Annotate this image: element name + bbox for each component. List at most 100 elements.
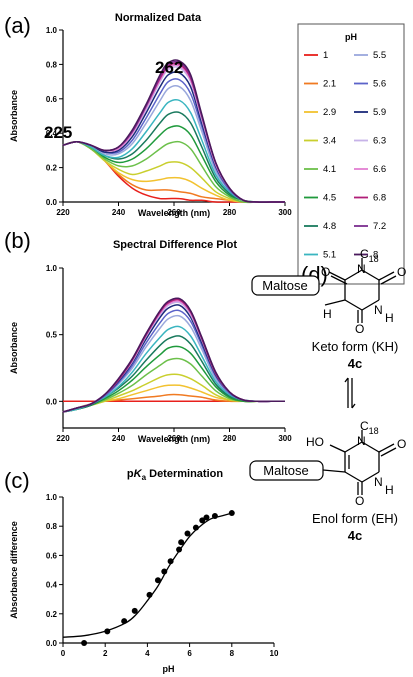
chart-b-x-tick-label: 240 bbox=[112, 434, 126, 443]
chart-a-series-ph-5-6 bbox=[62, 78, 285, 203]
chart-c-x-tick-label: 0 bbox=[61, 649, 66, 658]
chart-b-x-tick-label: 300 bbox=[278, 434, 292, 443]
chart-b-x-axis-label: Wavelength (nm) bbox=[138, 434, 210, 444]
chart-c-y-tick-label: 0.8 bbox=[46, 522, 58, 531]
legend-label: 4.1 bbox=[323, 164, 336, 175]
legend-label: 7.2 bbox=[373, 221, 386, 232]
legend-title: pH bbox=[345, 32, 357, 42]
chart-c-point bbox=[203, 514, 210, 521]
legend-label: 2.1 bbox=[323, 79, 336, 90]
legend: pH 1 2.1 2.9 3.4 4.1 4.5 4.8 5.1 5.5 5.6 5.9 6.3 6.6… bbox=[297, 23, 405, 285]
chart-c-x-tick-label: 8 bbox=[230, 649, 235, 658]
chart-a-x-tick-label: 300 bbox=[278, 208, 292, 217]
legend-label: 5.9 bbox=[373, 107, 386, 118]
legend-label: 1 bbox=[323, 50, 328, 61]
peak-label-225: 225 bbox=[44, 123, 72, 142]
keto-h-n: H bbox=[385, 311, 394, 325]
keto-o2: O bbox=[397, 265, 406, 279]
chart-c-x-tick-label: 4 bbox=[145, 649, 150, 658]
enol-structure bbox=[322, 430, 397, 495]
chart-a-y-tick-label: 0.6 bbox=[46, 95, 58, 104]
enol-maltose-box bbox=[249, 460, 324, 481]
chart-a-x-tick-label: 240 bbox=[112, 208, 126, 217]
chart-c-point bbox=[121, 618, 128, 625]
enol-o3: O bbox=[355, 494, 364, 508]
chart-a-y-tick-label: 0.8 bbox=[46, 60, 58, 69]
keto-maltose: Maltose bbox=[262, 278, 308, 293]
chart-c-point bbox=[146, 591, 153, 598]
keto-structure bbox=[324, 258, 397, 323]
legend-label: 5.6 bbox=[373, 79, 386, 90]
chart-c-point bbox=[178, 539, 185, 546]
chart-a-series-ph-4-1 bbox=[62, 140, 285, 204]
enol-caption: Enol form (EH) bbox=[312, 511, 398, 526]
enol-n3: N bbox=[374, 475, 383, 489]
chart-b: 220 240 260 280 300 0.0 0.5 1.0 Wavelength (nm) A… bbox=[9, 264, 292, 444]
chart-a-series-ph-5-9 bbox=[62, 71, 285, 203]
chart-a-series-ph-7-2 bbox=[62, 61, 285, 203]
chart-a-x-axis-label: Wavelength (nm) bbox=[138, 208, 210, 218]
chart-c-point bbox=[154, 577, 161, 584]
chart-b-series-ph-6-6 bbox=[62, 300, 285, 413]
chart-a-series-ph-8 bbox=[62, 59, 285, 203]
chart-a-title: Normalized Data bbox=[115, 12, 202, 24]
chart-c: 0 2 4 6 8 10 0.0 0.2 0.4 0.6 0.8 1.0 pH Absorbance di… bbox=[9, 493, 279, 674]
chart-a-y-tick-label: 1.0 bbox=[46, 26, 58, 35]
chart-c-point bbox=[211, 512, 218, 519]
peak-label-262: 262 bbox=[155, 58, 183, 77]
legend-label: 8 bbox=[373, 250, 378, 261]
chart-a-y-tick-label: 0.2 bbox=[46, 164, 58, 173]
legend-label: 4.5 bbox=[323, 193, 336, 204]
chart-a-series-ph-6-3 bbox=[62, 66, 285, 203]
legend-label: 6.3 bbox=[373, 136, 386, 147]
chart-b-series-ph-5-5 bbox=[62, 314, 285, 413]
chart-b-series-ph-3-4 bbox=[62, 373, 285, 413]
chart-c-point bbox=[192, 524, 199, 531]
chart-b-y-axis-label: Absorbance bbox=[9, 322, 19, 374]
legend-label: 5.5 bbox=[373, 50, 386, 61]
chart-c-point bbox=[199, 517, 206, 524]
chart-a-series-ph-5-5 bbox=[62, 85, 285, 203]
chart-c-x-axis-label: pH bbox=[163, 664, 175, 674]
chart-c-y-axis-label: Absorbance difference bbox=[9, 521, 19, 619]
chart-a-y-tick-label: 0.0 bbox=[46, 198, 58, 207]
chart-c-point bbox=[131, 607, 138, 614]
legend-items: 1 2.1 2.9 3.4 4.1 4.5 4.8 5.1 5.5 5.6 5.9 6.3 6.6 6.8… bbox=[304, 50, 386, 261]
panel-label-a: (a) bbox=[4, 13, 31, 38]
chart-c-x-tick-label: 6 bbox=[187, 649, 192, 658]
legend-label: 2.9 bbox=[323, 107, 336, 118]
chart-c-y-tick-label: 1.0 bbox=[46, 493, 58, 502]
chart-c-point bbox=[176, 546, 183, 553]
chart-b-series-ph-5-1 bbox=[62, 325, 285, 413]
keto-maltose-box bbox=[251, 275, 320, 296]
chart-c-y-tick-label: 0.6 bbox=[46, 551, 58, 560]
keto-substituent: C18 bbox=[360, 247, 379, 264]
chart-a-series-ph-6-8 bbox=[62, 62, 285, 203]
chart-c-x-tick-label: 10 bbox=[270, 649, 279, 658]
chart-c-title: pKa Determination bbox=[127, 468, 223, 482]
enol-o2: O bbox=[397, 437, 406, 451]
chart-a-y-axis-label: Absorbance bbox=[9, 90, 19, 142]
legend-label: 6.6 bbox=[373, 164, 386, 175]
chart-a-x-tick-label: 280 bbox=[223, 208, 237, 217]
chart-c-y-tick-label: 0.2 bbox=[46, 610, 58, 619]
chart-c-point bbox=[167, 558, 174, 565]
chart-c-y-tick-label: 0.4 bbox=[46, 581, 58, 590]
chart-c-x-tick-label: 2 bbox=[103, 649, 108, 658]
chart-a-series-ph-5-1 bbox=[62, 99, 285, 203]
keto-o3: O bbox=[355, 322, 364, 336]
enol-h-n: H bbox=[385, 483, 394, 497]
chart-b-y-tick-label: 0.0 bbox=[46, 397, 58, 406]
chart-b-x-tick-label: 280 bbox=[223, 434, 237, 443]
chart-c-fit-curve bbox=[62, 512, 232, 638]
chart-a: 220 240 260 280 300 0.0 0.2 0.4 0.6 0.8 1.0 Wavelen… bbox=[9, 26, 292, 218]
chart-a-x-tick-label: 220 bbox=[56, 208, 70, 217]
chart-c-point bbox=[184, 530, 191, 537]
enol-substituent: C18 bbox=[360, 419, 379, 436]
chart-c-point bbox=[104, 628, 111, 635]
enol-maltose: Maltose bbox=[263, 463, 309, 478]
enol-ho: HO bbox=[306, 435, 324, 449]
chart-b-x-tick-label: 260 bbox=[167, 434, 181, 443]
keto-h-c: H bbox=[323, 307, 332, 321]
